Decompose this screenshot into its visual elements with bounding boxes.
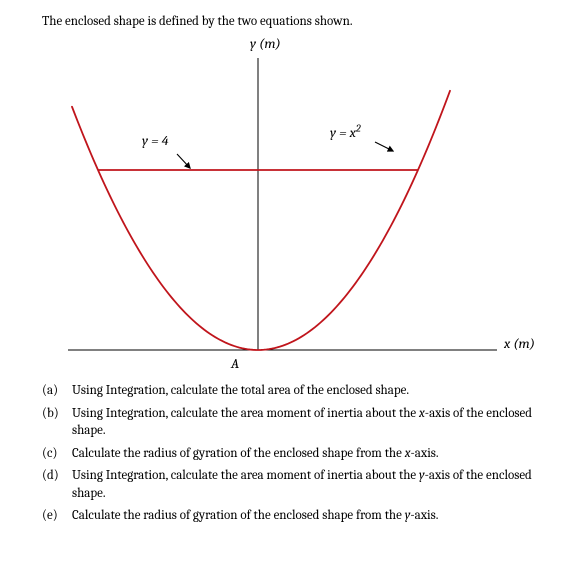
question-label: (c) [42, 445, 72, 463]
x-axis-label: x (m) [504, 335, 535, 352]
question-item: (a)Using Integration, calculate the tota… [42, 382, 540, 400]
callout-label-1: y = x2 [330, 124, 361, 141]
question-text: Calculate the radius of gyration of the … [72, 445, 540, 463]
chart-container: y (m) x (m) Ay = 4 y = x2 [42, 35, 540, 370]
question-item: (c)Calculate the radius of gyration of t… [42, 445, 540, 463]
origin-label: A [231, 355, 239, 372]
question-label: (a) [42, 382, 72, 400]
y-axis-label: y (m) [250, 35, 281, 52]
question-item: (b)Using Integration, calculate the area… [42, 405, 540, 440]
question-label: (d) [42, 467, 72, 485]
question-label: (e) [42, 507, 72, 525]
question-text: Calculate the radius of gyration of the … [72, 507, 540, 525]
question-list: (a)Using Integration, calculate the tota… [42, 382, 540, 525]
callout-label-0: y = 4 [142, 132, 169, 149]
question-text: Using Integration, calculate the area mo… [72, 405, 540, 440]
question-text: Using Integration, calculate the area mo… [72, 467, 540, 502]
chart-svg [42, 35, 540, 370]
page-root: The enclosed shape is defined by the two… [0, 0, 578, 540]
question-text: Using Integration, calculate the total a… [72, 382, 540, 400]
question-label: (b) [42, 405, 72, 423]
question-item: (d)Using Integration, calculate the area… [42, 467, 540, 502]
intro-text: The enclosed shape is defined by the two… [42, 14, 540, 29]
question-item: (e)Calculate the radius of gyration of t… [42, 507, 540, 525]
